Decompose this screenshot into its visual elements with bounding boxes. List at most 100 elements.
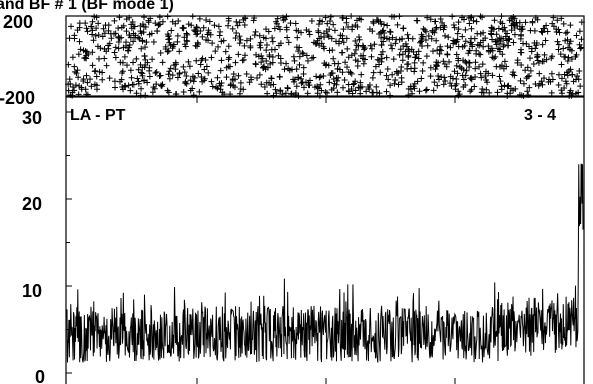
phase-point [467,88,474,95]
phase-point [541,51,548,58]
phase-point [300,50,307,57]
phase-point [384,22,391,29]
phase-point [557,51,564,58]
phase-point [263,47,270,54]
phase-point [472,73,479,80]
phase-point [171,62,178,69]
phase-point [218,80,225,87]
phase-point [361,56,368,63]
phase-point [524,64,531,71]
phase-point [345,23,352,30]
phase-point [154,28,161,35]
phase-point [127,87,134,94]
phase-point [328,86,335,93]
phase-point [236,19,243,26]
phase-point [352,78,359,85]
phase-point [84,28,91,35]
phase-point [536,70,543,77]
phase-point [473,18,480,25]
phase-point [71,63,78,70]
phase-point [308,55,315,62]
phase-point [269,34,276,41]
phase-point [166,68,173,75]
phase-point [389,34,396,41]
phase-point [129,81,136,88]
phase-point [300,84,307,91]
phase-point [277,26,284,33]
phase-point [112,84,119,91]
phase-point [203,36,210,43]
phase-point [368,53,375,60]
phase-point [399,57,406,64]
phase-point [324,20,331,27]
phase-point [277,59,284,66]
phase-point [227,81,234,88]
phase-point [470,17,477,24]
phase-point [412,54,419,61]
phase-scatter-series [65,13,585,99]
phase-point [326,79,333,86]
phase-point [209,83,216,90]
phase-point [483,77,490,84]
baseline-label: LA - PT [70,107,126,124]
phase-point [326,17,333,24]
phase-point [565,67,572,74]
phase-point [303,52,310,59]
phase-point [189,73,196,80]
amplitude-panel-frame [65,96,585,384]
phase-point [474,30,481,37]
phase-point [419,42,426,49]
phase-point [369,74,376,81]
phase-point [134,75,141,82]
phase-point [73,70,80,77]
phase-point [283,13,290,20]
phase-point [257,39,264,46]
phase-point [489,36,496,43]
phase-point [200,24,207,31]
phase-point [152,69,159,76]
phase-point [329,70,336,77]
phase-point [459,33,466,40]
phase-point [435,59,442,66]
phase-point [558,87,565,94]
phase-point [230,71,237,78]
phase-point [361,45,368,52]
phase-point [331,80,338,87]
phase-point [225,22,232,29]
phase-point [480,37,487,44]
phase-point [304,90,311,97]
phase-point [96,68,103,75]
phase-point [223,64,230,71]
phase-point [447,44,454,51]
phase-point [335,40,342,47]
phase-point [485,43,492,50]
phase-point [305,82,312,89]
phase-point [568,55,575,62]
phase-point [206,18,213,25]
phase-point [466,20,473,27]
phase-point [72,68,79,75]
phase-point [141,52,148,59]
phase-point [283,60,290,67]
phase-point [285,39,292,46]
phase-point [368,45,375,52]
phase-point [99,69,106,76]
phase-point [573,32,580,39]
phase-point [535,60,542,67]
phase-point [358,16,365,23]
phase-point [99,33,106,40]
phase-point [95,20,102,27]
phase-point [139,21,146,28]
phase-point [101,30,108,37]
phase-point [296,44,303,51]
phase-point [393,68,400,75]
phase-point [453,62,460,69]
amplitude-y-tick-10: 10 [22,281,42,301]
phase-point [385,76,392,83]
phase-point [118,24,125,31]
phase-point [69,83,76,90]
phase-point [302,79,309,86]
phase-point [461,42,468,49]
phase-point [233,29,240,36]
phase-point [395,81,402,88]
